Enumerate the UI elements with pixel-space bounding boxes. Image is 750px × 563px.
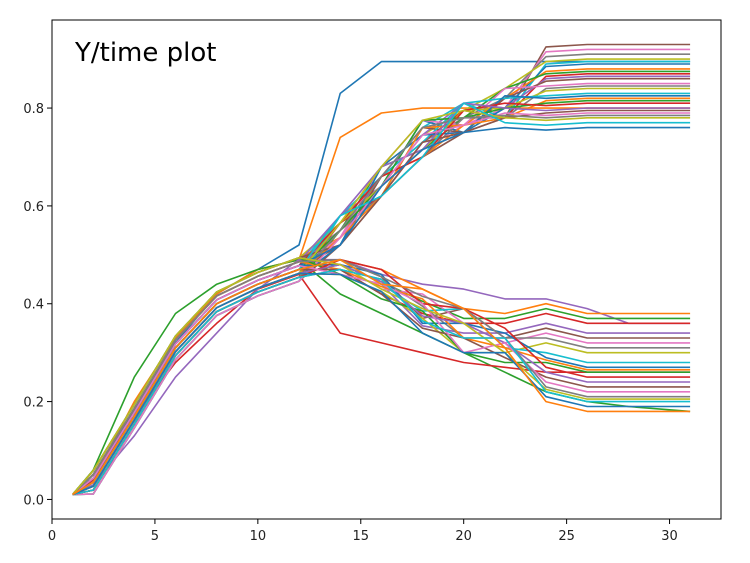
y-tick-label: 0.2 xyxy=(23,396,44,411)
y-tick-label: 0.4 xyxy=(23,298,44,313)
x-axis: 0 5 10 15 20 25 30 xyxy=(48,519,678,544)
x-tick-label: 0 xyxy=(48,529,56,544)
series-line xyxy=(72,268,691,496)
x-tick-label: 20 xyxy=(455,529,472,544)
series-line xyxy=(72,258,691,496)
y-tick-label: 0.6 xyxy=(23,200,44,215)
x-tick-label: 5 xyxy=(151,529,159,544)
plot-frame xyxy=(51,19,722,520)
y-axis: 0.0 0.2 0.4 0.6 0.8 xyxy=(23,102,52,508)
series-line xyxy=(72,272,691,496)
series-line xyxy=(72,264,691,496)
x-tick-label: 30 xyxy=(661,529,678,544)
x-tick-label: 25 xyxy=(558,529,575,544)
x-tick-label: 15 xyxy=(352,529,369,544)
y-tick-label: 0.0 xyxy=(23,493,44,508)
x-tick-label: 10 xyxy=(250,529,267,544)
series-line xyxy=(72,258,691,496)
series-line xyxy=(72,112,691,496)
series-line xyxy=(72,258,691,496)
chart-title: Y/time plot xyxy=(74,38,216,68)
y-tick-label: 0.8 xyxy=(23,102,44,117)
series-line xyxy=(71,257,691,496)
series-layer xyxy=(71,43,691,496)
